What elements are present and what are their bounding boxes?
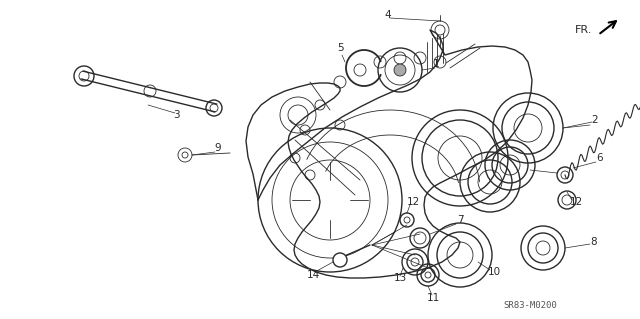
- Text: 8: 8: [591, 237, 597, 247]
- Text: 9: 9: [214, 143, 221, 153]
- Text: 5: 5: [337, 43, 343, 53]
- Text: 11: 11: [426, 293, 440, 303]
- Text: 12: 12: [406, 197, 420, 207]
- Text: SR83-M0200: SR83-M0200: [503, 300, 557, 309]
- Text: 7: 7: [457, 215, 463, 225]
- Text: 1: 1: [433, 59, 439, 69]
- Text: 2: 2: [592, 115, 598, 125]
- Text: 4: 4: [385, 10, 391, 20]
- Text: 14: 14: [307, 270, 319, 280]
- Text: 13: 13: [394, 273, 406, 283]
- Text: 12: 12: [570, 197, 582, 207]
- Text: 6: 6: [596, 153, 604, 163]
- Text: 10: 10: [488, 267, 500, 277]
- Circle shape: [333, 253, 347, 267]
- Text: 3: 3: [173, 110, 179, 120]
- Text: FR.: FR.: [575, 25, 593, 35]
- Circle shape: [394, 64, 406, 76]
